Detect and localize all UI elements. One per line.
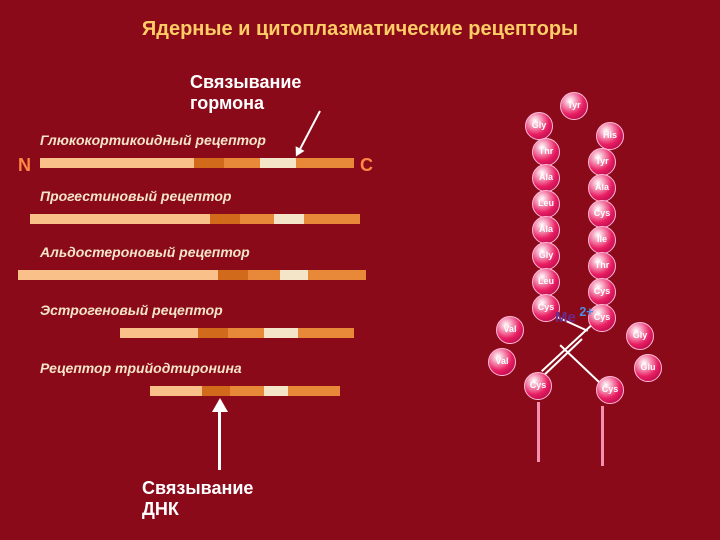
amino-acid: Thr bbox=[588, 252, 616, 280]
bar-segment bbox=[240, 214, 274, 224]
bar-segment bbox=[120, 328, 198, 338]
amino-acid: Cys bbox=[588, 278, 616, 306]
amino-acid: Gly bbox=[525, 112, 553, 140]
bar-segment bbox=[30, 214, 210, 224]
dna-l2: ДНК bbox=[142, 499, 253, 520]
amino-acid: Leu bbox=[532, 268, 560, 296]
bar-segment bbox=[260, 158, 296, 168]
bar-segment bbox=[264, 386, 288, 396]
bar-segment bbox=[296, 158, 354, 168]
amino-acid: Gly bbox=[626, 322, 654, 350]
bar-segment bbox=[230, 386, 264, 396]
amino-acid: Cys bbox=[588, 200, 616, 228]
receptor-bar bbox=[150, 386, 340, 396]
amino-acid: His bbox=[596, 122, 624, 150]
amino-acid: Cys bbox=[596, 376, 624, 404]
receptor-label: Рецептор трийодтиронина bbox=[40, 360, 242, 376]
bar-segment bbox=[228, 328, 264, 338]
receptor-bar bbox=[40, 158, 354, 168]
bar-segment bbox=[224, 158, 260, 168]
bar-segment bbox=[198, 328, 228, 338]
bar-segment bbox=[40, 158, 194, 168]
amino-acid: Ile bbox=[588, 226, 616, 254]
stem-line bbox=[537, 402, 540, 462]
metal-ion-label: Me 2+ bbox=[555, 305, 594, 326]
bar-segment bbox=[288, 386, 340, 396]
hormone-l1: Связывание bbox=[190, 72, 301, 93]
bar-segment bbox=[150, 386, 202, 396]
dna-l1: Связывание bbox=[142, 478, 253, 499]
amino-acid: Tyr bbox=[588, 148, 616, 176]
title-text: Ядерные и цитоплазматические рецепторы bbox=[142, 18, 578, 40]
amino-acid: Gly bbox=[532, 242, 560, 270]
receptor-label: Прогестиновый рецептор bbox=[40, 188, 231, 204]
receptor-label: Альдостероновый рецептор bbox=[40, 244, 250, 260]
bar-segment bbox=[274, 214, 304, 224]
bar-segment bbox=[218, 270, 248, 280]
hormone-l2: гормона bbox=[190, 93, 301, 114]
bar-segment bbox=[308, 270, 366, 280]
amino-acid: Ala bbox=[588, 174, 616, 202]
amino-acid: Ala bbox=[532, 216, 560, 244]
stem-line bbox=[601, 406, 604, 466]
amino-acid: Leu bbox=[532, 190, 560, 218]
amino-acid: Tyr bbox=[560, 92, 588, 120]
receptor-bar bbox=[30, 214, 360, 224]
bar-segment bbox=[280, 270, 308, 280]
amino-acid: Val bbox=[488, 348, 516, 376]
receptor-label: Эстрогеновый рецептор bbox=[40, 302, 223, 318]
bar-segment bbox=[210, 214, 240, 224]
amino-acid: Cys bbox=[524, 372, 552, 400]
bar-segment bbox=[298, 328, 354, 338]
c-terminus-label: C bbox=[360, 155, 373, 176]
amino-acid: Thr bbox=[532, 138, 560, 166]
bar-segment bbox=[304, 214, 360, 224]
amino-acid: Val bbox=[496, 316, 524, 344]
bar-segment bbox=[194, 158, 224, 168]
receptor-label: Глюкокортикоидный рецептор bbox=[40, 132, 266, 148]
bar-segment bbox=[264, 328, 298, 338]
page-title: Ядерные и цитоплазматические рецепторы bbox=[0, 18, 720, 41]
receptor-bar bbox=[18, 270, 366, 280]
hormone-binding-label: Связывание гормона bbox=[190, 72, 301, 114]
amino-acid: Glu bbox=[634, 354, 662, 382]
amino-acid: Ala bbox=[532, 164, 560, 192]
bar-segment bbox=[18, 270, 218, 280]
bar-segment bbox=[202, 386, 230, 396]
receptor-bar bbox=[120, 328, 354, 338]
bar-segment bbox=[248, 270, 280, 280]
zinc-finger-diagram: TyrGlyThrAlaLeuAlaGlyLeuCysValValCysHisT… bbox=[440, 120, 700, 500]
dna-binding-label: Связывание ДНК bbox=[142, 478, 253, 520]
n-terminus-label: N bbox=[18, 155, 31, 176]
bond-line bbox=[559, 344, 600, 383]
bond-line bbox=[541, 320, 596, 371]
